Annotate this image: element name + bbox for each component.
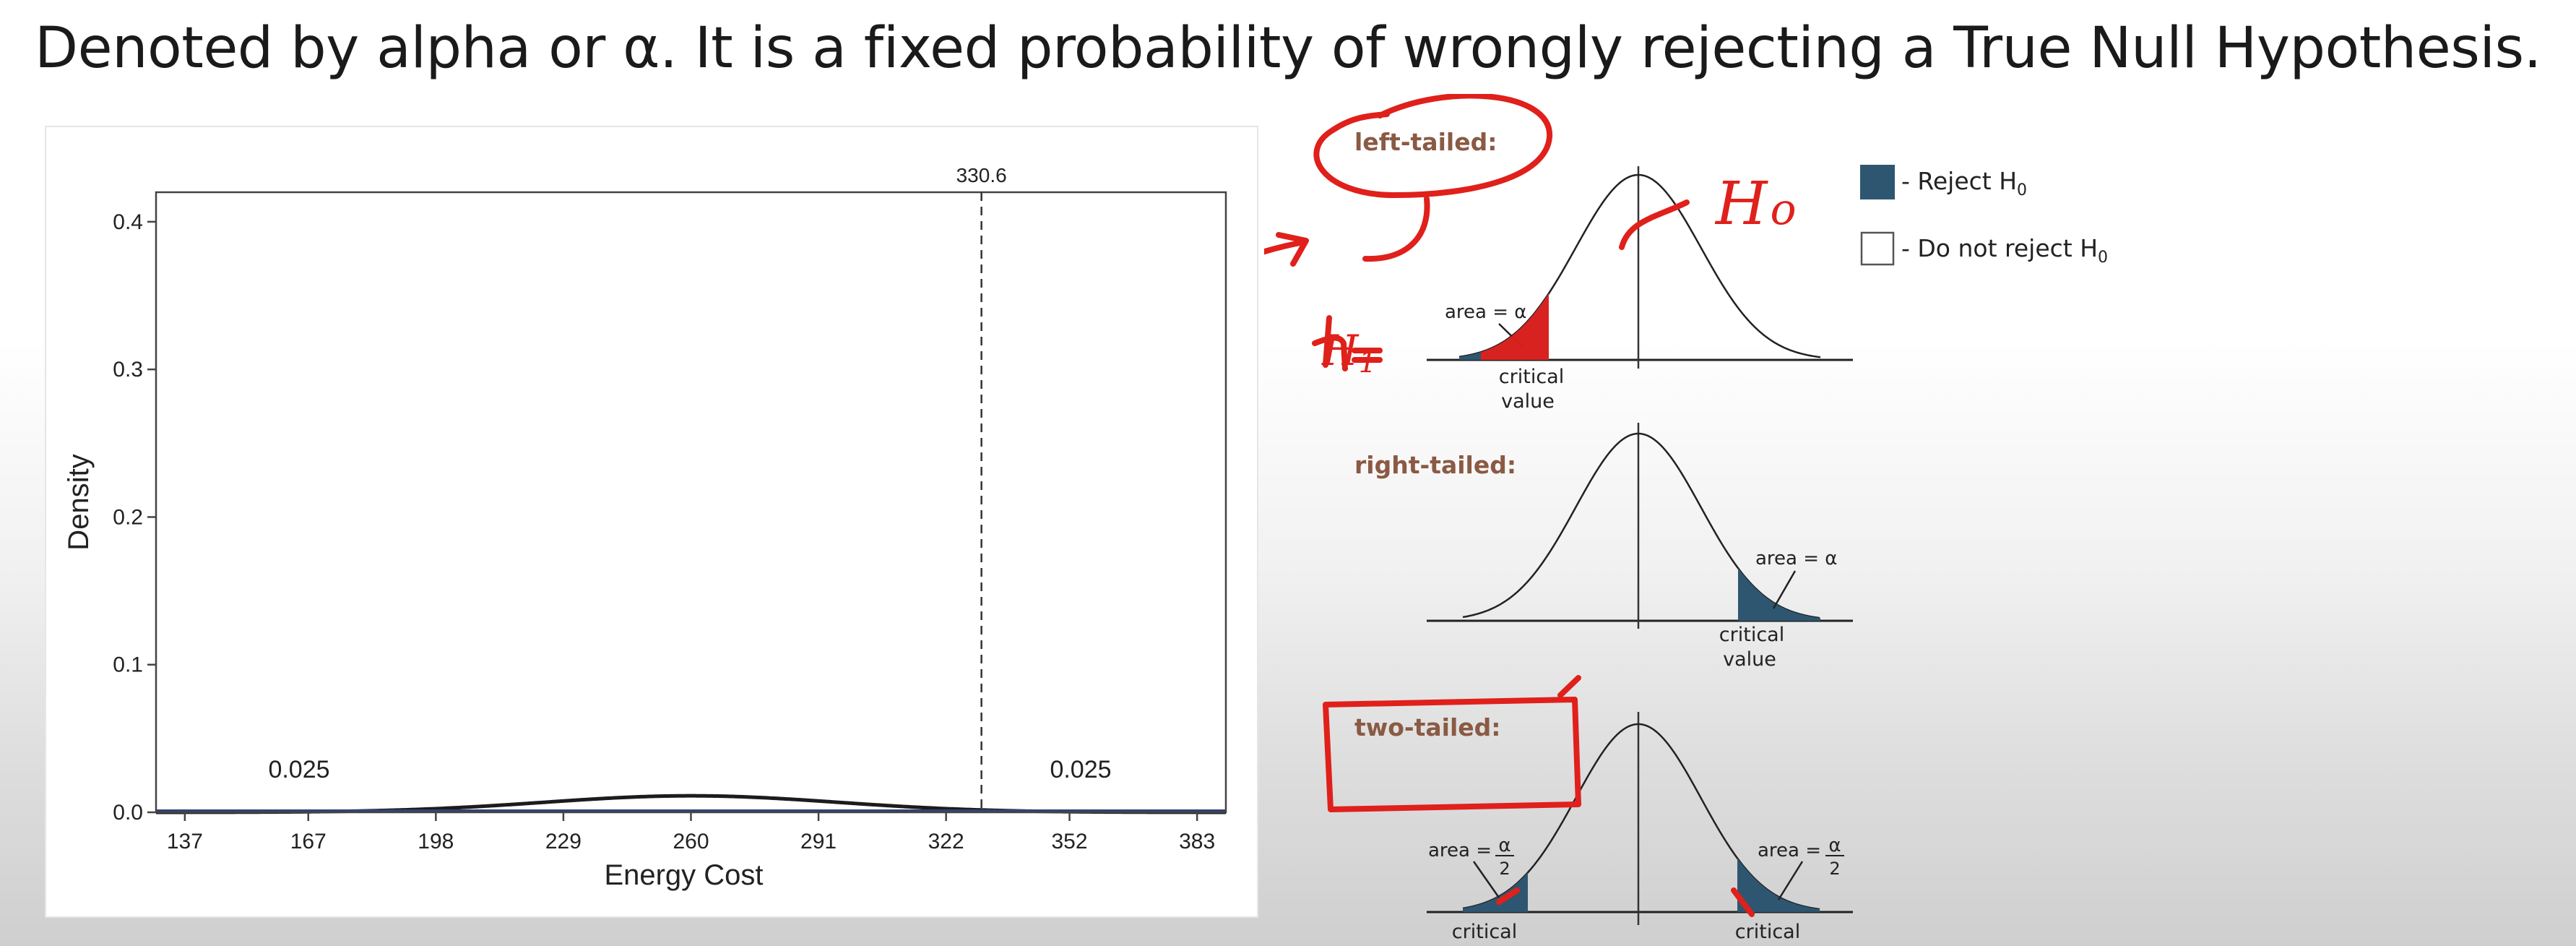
left-curve [1458,173,1821,358]
two-curve [1462,723,1820,911]
y-tick-label: 0.1 [113,653,143,677]
left-area-label: area = α [1445,301,1526,323]
two-right-denominator: 2 [1829,859,1840,879]
x-tick-label: 229 [545,830,582,853]
svg-text:- Reject H0: - Reject H0 [1901,167,2027,199]
two-left-alpha: α [1498,835,1510,856]
legend-not-reject-swatch [1860,231,1895,266]
two-right-arrow [1777,861,1804,900]
right-tailed-title: right-tailed: [1354,451,1516,479]
legend-reject-label: - Reject H [1901,167,2017,195]
two-left-critical-label: critical [1452,921,1517,943]
x-tick-label: 291 [800,830,837,853]
two-tailed-title: two-tailed: [1354,713,1501,741]
two-left-arrow [1472,861,1500,898]
tails-svg: left-tailed: area = α critical value rig… [1264,94,2108,943]
y-tick-label: 0.0 [113,801,143,825]
left-region-area-label: 0.025 [268,756,329,783]
left-tail-red-highlight [1481,293,1549,360]
two-left-reject-region [1463,872,1528,912]
arrow-shaft-annotation [1264,239,1307,255]
h1-stroke-annotation [1312,315,1348,371]
x-axis-label: Energy Cost [604,859,763,891]
right-area-arrow [1772,570,1797,609]
y-tick-label: 0.2 [113,505,143,529]
chart-svg: 330.6 137 167 198 229 260 291 322 352 383 0.0 0.1 0.… [63,164,1227,891]
x-tick-label: 352 [1052,830,1088,853]
right-area-label: area = α [1755,548,1837,569]
two-left-area-label: area = [1428,840,1492,861]
legend-not-reject-sub: 0 [2098,249,2108,267]
right-tailed-diagram: right-tailed: area = α critical value [1354,423,1853,671]
circle-tail-annotation [1362,196,1430,262]
legend-not-reject-label: - Do not reject H [1901,234,2098,262]
x-tick-label: 198 [418,830,454,853]
left-value-label: value [1501,390,1555,413]
normal-distribution-chart: 330.6 137 167 198 229 260 291 322 352 383 0.0 0.1 0.… [45,126,1258,918]
x-tick-label: 260 [673,830,709,853]
arrow-head-annotation [1276,232,1309,267]
h1-annotation-sub: 1 [1359,346,1377,379]
legend-reject-swatch [1860,165,1895,199]
x-tick-label: 383 [1179,830,1215,853]
x-tick-label: 167 [290,830,327,853]
right-curve [1462,432,1820,619]
svg-text:- Do not reject H0: - Do not reject H0 [1901,234,2108,267]
h1-annotation-label: H [1321,326,1360,375]
y-axis-label: Density [63,454,95,550]
h0-annotation-sub: o [1771,184,1797,235]
two-right-alpha: α [1828,835,1841,856]
y-tick-label: 0.4 [113,210,143,234]
h0-stroke-annotation [1619,199,1690,250]
two-right-area-label: area = [1758,840,1821,861]
two-tail-marks-annotation [1496,887,1755,917]
legend: - Reject H0 - Do not reject H0 [1860,165,2108,267]
tails-diagram-panel: left-tailed: area = α critical value rig… [1264,94,2564,946]
h0-annotation-label: H [1714,170,1768,238]
x-tick-label: 322 [928,830,964,853]
two-left-denominator: 2 [1499,859,1510,879]
two-tailed-box-annotation [1323,697,1581,812]
legend-reject-sub: 0 [2017,181,2027,199]
hand-annotations [1264,94,1755,917]
two-right-reject-region [1737,858,1820,912]
right-value-label: value [1723,648,1776,671]
equals-annotation [1352,348,1383,363]
page-headline: Denoted by alpha or α. It is a fixed pro… [35,16,2541,81]
y-tick-label: 0.3 [113,358,143,382]
x-tick-label: 137 [167,830,203,853]
right-critical-label: critical [1719,624,1784,646]
plot-frame [155,191,1227,814]
right-reject-region [1738,568,1820,621]
two-tailed-diagram: two-tailed: area = α 2 area = α 2 critic… [1354,712,1853,943]
right-region-area-label: 0.025 [1050,756,1111,783]
left-tailed-diagram: left-tailed: area = α critical value [1354,128,1853,413]
svg-text:Ho: Ho [1714,170,1797,238]
reference-line-label: 330.6 [956,164,1007,186]
two-right-critical-label: critical [1735,921,1800,943]
svg-text:H1: H1 [1321,326,1377,379]
box-tick-annotation [1557,675,1581,698]
left-tailed-title: left-tailed: [1354,128,1497,156]
left-critical-label: critical [1499,366,1564,388]
left-tailed-circle-annotation [1313,94,1553,198]
